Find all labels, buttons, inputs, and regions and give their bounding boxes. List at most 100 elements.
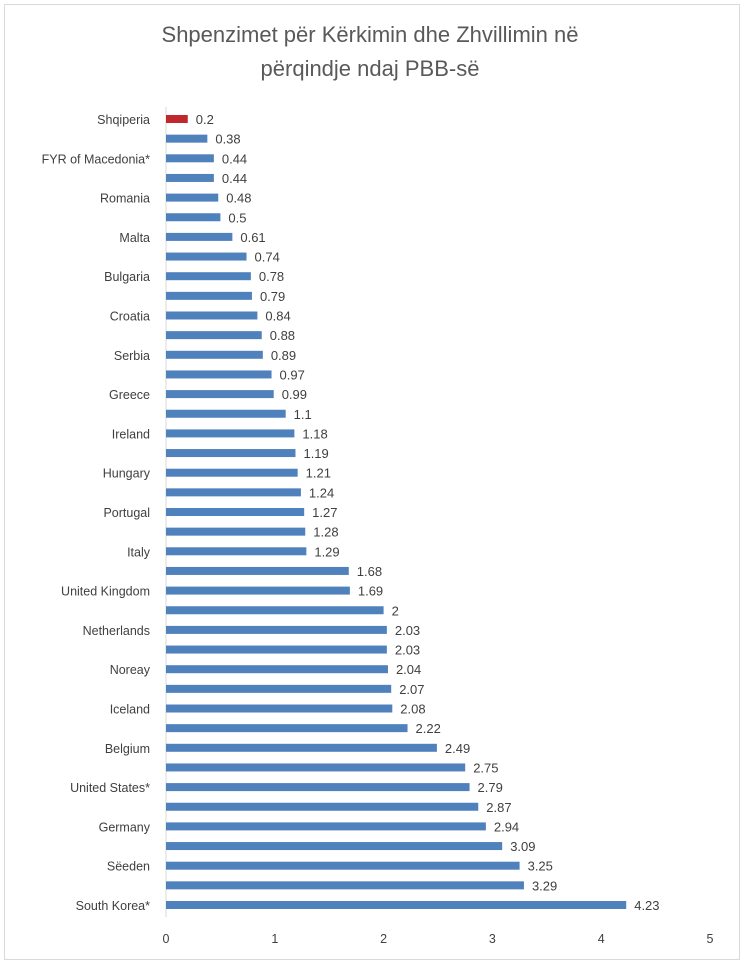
category-label: Netherlands: [83, 624, 150, 638]
category-label: Ireland: [112, 427, 150, 441]
data-label: 1.24: [309, 485, 334, 500]
data-label: 2.79: [478, 780, 503, 795]
category-label: FYR of Macedonia*: [42, 152, 151, 166]
bar: [166, 115, 188, 123]
bar: [166, 173, 214, 182]
data-label: 1.69: [358, 584, 383, 599]
data-label: 1.1: [294, 407, 312, 422]
chart-title-line-2: përqindje ndaj PBB-së: [260, 56, 480, 81]
category-label: Croatia: [110, 310, 150, 324]
x-tick-label: 0: [163, 932, 170, 946]
category-label: South Korea*: [76, 899, 150, 913]
bar: [166, 232, 233, 241]
data-label: 0.38: [215, 132, 240, 147]
bar: [166, 252, 247, 261]
bar: [166, 665, 388, 674]
bar: [166, 134, 208, 143]
category-label: Serbia: [114, 349, 150, 363]
chart-frame: [4, 4, 740, 960]
data-label: 0.5: [228, 210, 246, 225]
data-label: 1.21: [306, 466, 331, 481]
bar: [166, 488, 301, 497]
x-tick-label: 3: [489, 932, 496, 946]
data-label: 0.74: [255, 250, 280, 265]
bar: [166, 468, 298, 477]
x-tick-label: 1: [271, 932, 278, 946]
bar: [166, 743, 437, 752]
data-label: 4.23: [634, 898, 659, 913]
category-label: Iceland: [110, 703, 150, 717]
data-label: 1.29: [314, 544, 339, 559]
data-label: 1.27: [312, 505, 337, 520]
data-label: 2.03: [395, 623, 420, 638]
bar: [166, 429, 295, 438]
category-label: Bulgaria: [104, 270, 150, 284]
category-label: Sëeden: [107, 860, 150, 874]
data-label: 0.78: [259, 269, 284, 284]
data-label: 1.28: [313, 525, 338, 540]
data-label: 0.88: [270, 328, 295, 343]
data-label: 2.75: [473, 760, 498, 775]
data-label: 0.84: [265, 309, 290, 324]
bar: [166, 763, 466, 772]
data-label: 1.68: [357, 564, 382, 579]
bar: [166, 625, 387, 634]
category-label: United States*: [70, 781, 150, 795]
data-label: 2.07: [399, 682, 424, 697]
bar: [166, 272, 251, 281]
data-label: 0.97: [280, 367, 305, 382]
bar: [166, 370, 272, 379]
bar: [166, 193, 219, 202]
bar: [166, 331, 262, 340]
bar: [166, 822, 486, 831]
bar: [166, 508, 305, 516]
data-label: 2.03: [395, 643, 420, 658]
bar: [166, 842, 503, 851]
data-label: 2.04: [396, 662, 421, 677]
bar: [166, 154, 214, 163]
data-label: 2.08: [400, 702, 425, 717]
category-label: Italy: [127, 545, 151, 559]
chart-title-line-1: Shpenzimet për Kërkimin dhe Zhvillimin n…: [161, 22, 579, 47]
category-label: Greece: [109, 388, 150, 402]
data-label: 3.25: [528, 859, 553, 874]
data-label: 0.44: [222, 171, 247, 186]
data-label: 2.94: [494, 819, 519, 834]
bar: [166, 350, 263, 359]
data-label: 0.44: [222, 151, 247, 166]
bar: [166, 409, 286, 418]
category-label: Hungary: [103, 467, 151, 481]
data-label: 0.99: [282, 387, 307, 402]
bar: [166, 901, 627, 909]
category-label: Romania: [100, 192, 150, 206]
bar: [166, 606, 384, 615]
bar: [166, 291, 252, 300]
data-label: 0.79: [260, 289, 285, 304]
category-label: United Kingdom: [61, 585, 150, 599]
bar: [166, 684, 392, 693]
category-label: Shqiperia: [97, 113, 150, 127]
category-label: Belgium: [105, 742, 150, 756]
data-label: 0.89: [271, 348, 296, 363]
data-label: 1.19: [303, 446, 328, 461]
bar: [166, 881, 524, 890]
data-label: 3.29: [532, 878, 557, 893]
bar: [166, 861, 520, 870]
category-label: Noreay: [110, 663, 151, 677]
data-label: 2.49: [445, 741, 470, 756]
category-label: Portugal: [103, 506, 150, 520]
bar: [166, 645, 387, 654]
bar: [166, 213, 221, 222]
bar: [166, 390, 274, 399]
bar: [166, 586, 350, 595]
x-tick-label: 4: [598, 932, 605, 946]
bar: [166, 802, 479, 811]
bar: [166, 566, 349, 575]
data-label: 2.22: [416, 721, 441, 736]
bar: [166, 449, 296, 458]
data-label: 0.48: [226, 191, 251, 206]
bar: [166, 724, 408, 733]
bar: [166, 547, 307, 556]
category-label: Malta: [119, 231, 150, 245]
data-label: 2: [392, 603, 399, 618]
